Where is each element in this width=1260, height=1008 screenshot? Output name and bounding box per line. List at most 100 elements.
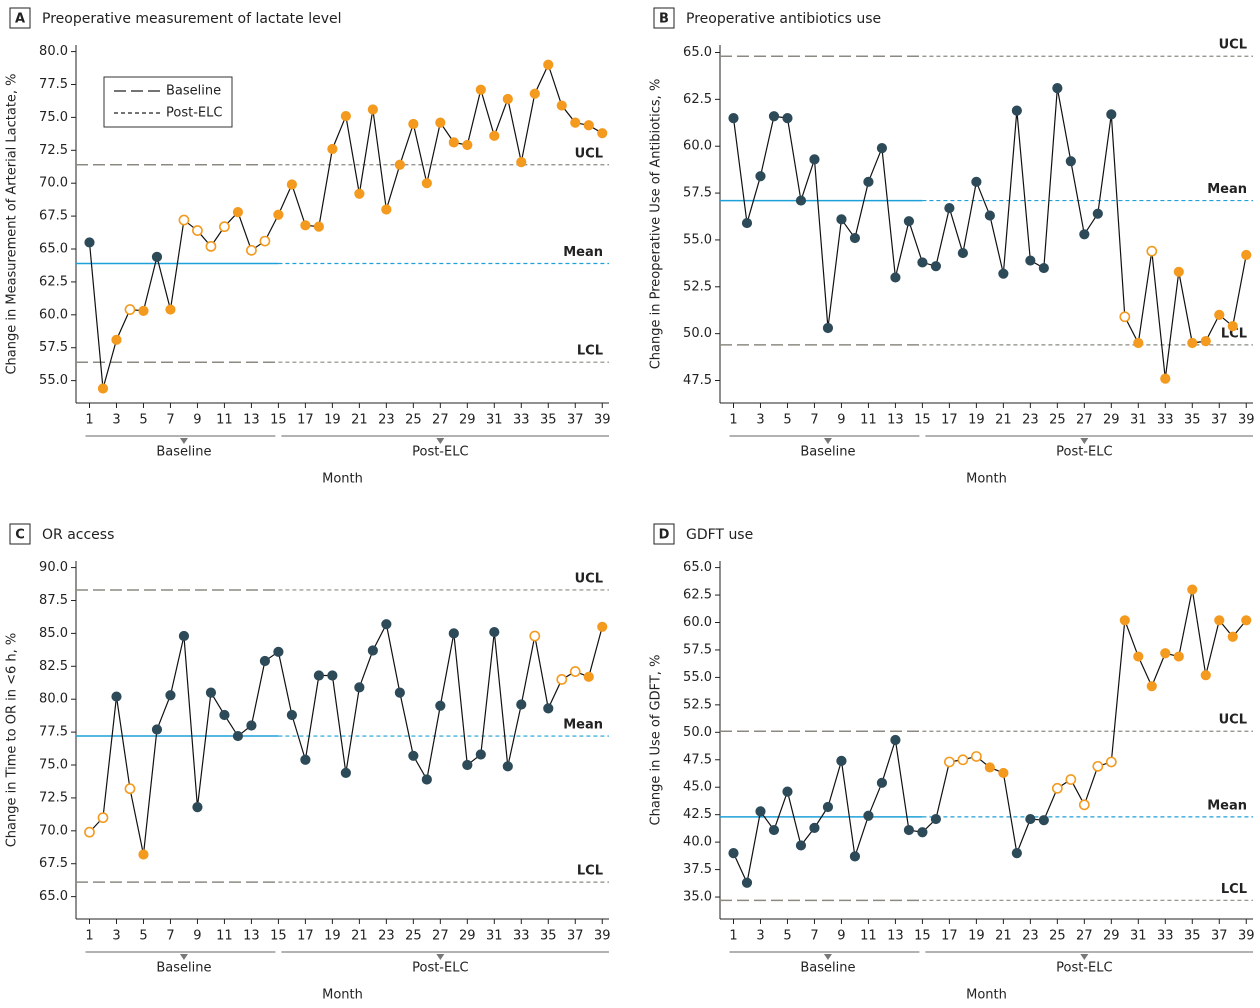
x-tick-label: 17	[941, 929, 958, 944]
data-point	[1133, 651, 1144, 662]
data-point	[1173, 266, 1184, 277]
phase-label: Baseline	[156, 961, 211, 976]
x-axis-label: Month	[322, 472, 363, 487]
phase-label: Baseline	[800, 445, 855, 460]
data-point	[367, 645, 378, 656]
y-tick-label: 77.5	[39, 725, 68, 740]
y-tick-label: 57.5	[683, 186, 712, 201]
data-point	[246, 244, 257, 256]
data-point	[300, 754, 311, 765]
y-tick-label: 60.0	[683, 139, 712, 154]
data-point	[1079, 229, 1090, 240]
data-point	[903, 216, 915, 227]
data-point	[1241, 615, 1252, 626]
x-tick-label: 19	[968, 413, 985, 428]
data-point	[1214, 615, 1225, 626]
data-point	[259, 235, 271, 247]
data-point	[930, 813, 941, 825]
x-tick-label: 25	[1049, 413, 1066, 428]
data-point	[394, 687, 405, 698]
data-point	[755, 806, 766, 817]
y-tick-label: 60.0	[683, 615, 712, 630]
data-point	[111, 334, 122, 345]
reference-label: UCL	[575, 146, 603, 161]
reference-label: Mean	[563, 718, 603, 733]
x-tick-label: 1	[729, 413, 737, 428]
data-point	[138, 305, 149, 316]
data-point	[1065, 774, 1077, 785]
y-tick-label: 45.0	[683, 780, 712, 795]
data-point	[1106, 109, 1117, 120]
x-tick-label: 9	[193, 413, 201, 428]
data-point	[876, 142, 888, 154]
data-point	[435, 117, 446, 128]
x-tick-label: 5	[783, 929, 791, 944]
data-point	[367, 104, 378, 115]
data-point	[1038, 262, 1049, 274]
y-tick-label: 65.0	[683, 45, 712, 60]
panel-letter-box	[653, 523, 675, 545]
y-tick-label: 65.0	[683, 560, 712, 575]
y-tick-label: 85.0	[39, 626, 68, 641]
data-point	[984, 762, 995, 773]
data-point	[849, 232, 861, 244]
data-point	[917, 257, 928, 268]
data-point	[273, 646, 284, 657]
x-tick-label: 37	[1211, 929, 1228, 944]
y-axis-label: Change in Preoperative Use of Antibiotic…	[649, 79, 664, 370]
data-point	[782, 786, 793, 797]
data-point	[165, 304, 176, 315]
data-point	[1119, 615, 1130, 626]
data-point	[903, 824, 915, 836]
y-tick-label: 55.0	[683, 232, 712, 247]
data-point	[583, 671, 594, 682]
x-tick-label: 35	[540, 929, 557, 944]
x-tick-label: 17	[297, 929, 314, 944]
x-tick-label: 3	[756, 929, 764, 944]
data-point	[1025, 255, 1036, 266]
y-tick-label: 67.5	[39, 209, 68, 224]
y-axis-label: Change in Use of GDFT, %	[649, 655, 664, 826]
data-point	[741, 877, 753, 888]
reference-label: Mean	[1207, 798, 1247, 813]
data-point	[232, 207, 244, 218]
data-point	[970, 751, 982, 762]
y-tick-label: 80.0	[39, 44, 68, 59]
y-tick-label: 42.5	[683, 807, 712, 822]
data-point	[1092, 760, 1104, 772]
data-point	[1011, 848, 1022, 859]
data-point	[1146, 681, 1157, 692]
data-point	[1119, 311, 1131, 323]
x-tick-label: 9	[837, 929, 845, 944]
data-point	[435, 700, 446, 711]
x-tick-label: 39	[1238, 929, 1255, 944]
phase-marker	[1080, 954, 1089, 960]
x-tick-label: 31	[486, 413, 503, 428]
data-point	[1052, 83, 1063, 94]
data-point	[138, 849, 149, 860]
data-point	[178, 630, 190, 642]
data-point	[1160, 373, 1171, 384]
data-point	[381, 204, 392, 215]
panel: C OR access Change in Time to OR in <6 h, …	[5, 523, 611, 1003]
phase-label: Post-ELC	[412, 445, 468, 460]
data-point	[516, 157, 527, 168]
panel-title: Preoperative measurement of lactate leve…	[42, 11, 342, 27]
y-tick-label: 65.0	[39, 242, 68, 257]
panel: A Preoperative measurement of lactate lev…	[5, 7, 611, 487]
data-point	[556, 100, 567, 111]
data-point	[543, 59, 554, 70]
x-tick-label: 39	[594, 929, 611, 944]
x-tick-label: 25	[405, 413, 422, 428]
reference-label: LCL	[577, 344, 603, 359]
y-tick-label: 40.0	[683, 835, 712, 850]
data-point	[1133, 337, 1144, 349]
x-tick-label: 29	[1103, 929, 1120, 944]
data-point	[782, 112, 793, 124]
data-point	[569, 666, 581, 677]
phase-marker	[436, 954, 445, 960]
x-tick-label: 21	[351, 413, 368, 428]
x-tick-label: 11	[216, 413, 233, 428]
y-tick-label: 80.0	[39, 692, 68, 707]
data-point	[448, 628, 459, 639]
